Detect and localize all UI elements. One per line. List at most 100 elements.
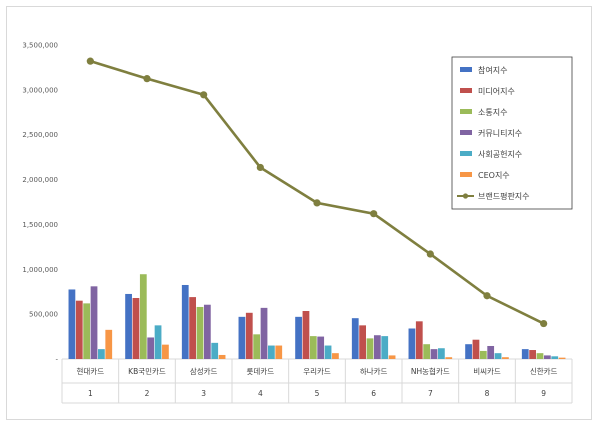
y-tick-label: 1,000,000 [22,266,58,274]
bar-5-7 [438,348,445,359]
bar-5-2 [154,325,162,359]
x-tick-label: KB국민카드 [128,366,166,376]
bar-2-6 [359,325,366,359]
y-tick-label: 500,000 [29,311,58,319]
chart-bars [68,274,566,359]
line-point-5 [313,199,321,207]
chart-frame: - 500,000 1,000,000 1,500,000 2,000,000 2,500… [6,6,592,420]
x-tick-label: 비씨카드 [473,367,501,376]
bar-6-3 [218,354,226,359]
bar-3-8 [479,350,487,359]
line-point-1 [86,57,94,65]
bar-6-1 [105,329,113,359]
bar-6-9 [558,357,566,359]
bar-1-2 [125,293,132,359]
bar-2-7 [415,321,423,359]
legend-swatch [460,130,472,135]
bar-5-6 [381,336,389,359]
bar-5-8 [494,353,502,359]
y-tick-label: 2,500,000 [22,131,58,139]
x-tick-label: 신한카드 [530,367,558,376]
legend-label: 사회공헌지수 [478,150,522,159]
bar-5-5 [324,345,332,359]
y-tick-label: 3,500,000 [22,42,58,50]
bar-5-4 [268,345,275,359]
legend-swatch [460,172,472,177]
x-rank-label: 5 [315,389,320,398]
bar-1-5 [295,316,302,359]
x-tick-label: 현대카드 [77,367,105,376]
bar-1-9 [521,349,529,359]
chart-line [86,57,548,328]
legend-label: 참여지수 [478,65,507,75]
chart-axes: - 500,000 1,000,000 1,500,000 2,000,000 2,500… [22,42,573,404]
bar-2-2 [132,297,140,359]
y-tick-label: 3,000,000 [22,86,58,94]
bar-4-6 [373,335,381,359]
x-rank-label: 9 [541,389,546,398]
legend-swatch [460,151,472,156]
x-rank-label: 7 [428,389,433,398]
bar-2-5 [302,311,310,359]
line-point-3 [200,91,208,99]
bar-4-3 [203,304,211,359]
bar-3-2 [139,274,147,359]
line-point-9 [540,319,548,328]
line-point-4 [256,163,264,172]
bar-4-1 [90,286,98,359]
y-tick-label: 2,000,000 [22,176,58,184]
line-point-2 [143,75,151,83]
legend-label: 커뮤니티지수 [478,128,522,138]
legend-swatch [460,88,472,93]
bar-3-9 [536,353,544,359]
bar-6-7 [445,357,453,359]
line-point-7 [426,250,434,258]
bar-4-2 [147,337,155,359]
line-point-6 [370,210,378,218]
bar-6-5 [332,353,339,359]
bar-1-4 [238,316,246,359]
bar-6-8 [502,357,509,359]
bar-5-1 [98,349,105,359]
legend-swatch [460,109,472,114]
bar-3-4 [253,334,261,359]
bar-4-8 [487,345,495,359]
bar-3-6 [366,338,374,359]
x-rank-label: 4 [258,389,263,398]
bar-1-7 [408,328,416,359]
x-rank-label: 6 [371,389,376,398]
x-rank-label: 8 [485,389,490,398]
bar-2-1 [75,300,83,359]
legend-label: 소통지수 [478,108,507,117]
bar-3-7 [423,344,431,359]
bar-3-1 [83,303,91,359]
x-tick-label: NH농협카드 [411,366,450,376]
x-tick-label: 삼성카드 [190,366,218,376]
bar-4-9 [543,355,551,359]
bar-3-3 [196,306,204,359]
y-tick-label: 1,500,000 [22,221,58,229]
legend-line-marker [462,193,469,199]
bar-1-6 [351,318,359,359]
bar-5-3 [211,342,219,359]
brand-reputation-chart: - 500,000 1,000,000 1,500,000 2,000,000 2,500… [22,42,573,404]
bar-1-1 [68,289,76,359]
legend-label: 브랜드평판지수 [478,191,530,201]
bar-4-5 [317,336,325,359]
bar-2-3 [189,297,196,359]
bar-2-9 [529,350,536,359]
line-point-8 [483,292,491,300]
x-tick-label: 롯데카드 [247,367,275,376]
x-rank-label: 2 [145,389,150,398]
x-rank-label: 3 [201,389,206,398]
bar-4-7 [430,349,438,359]
x-tick-label: 하나카드 [360,366,388,376]
bar-5-9 [551,356,559,359]
legend-label: 미디어지수 [478,86,515,96]
legend-swatch [460,67,472,72]
legend-label: CEO지수 [478,171,510,180]
bar-6-2 [162,344,169,359]
bar-2-4 [245,312,253,359]
x-tick-label: 우리카드 [303,367,331,376]
